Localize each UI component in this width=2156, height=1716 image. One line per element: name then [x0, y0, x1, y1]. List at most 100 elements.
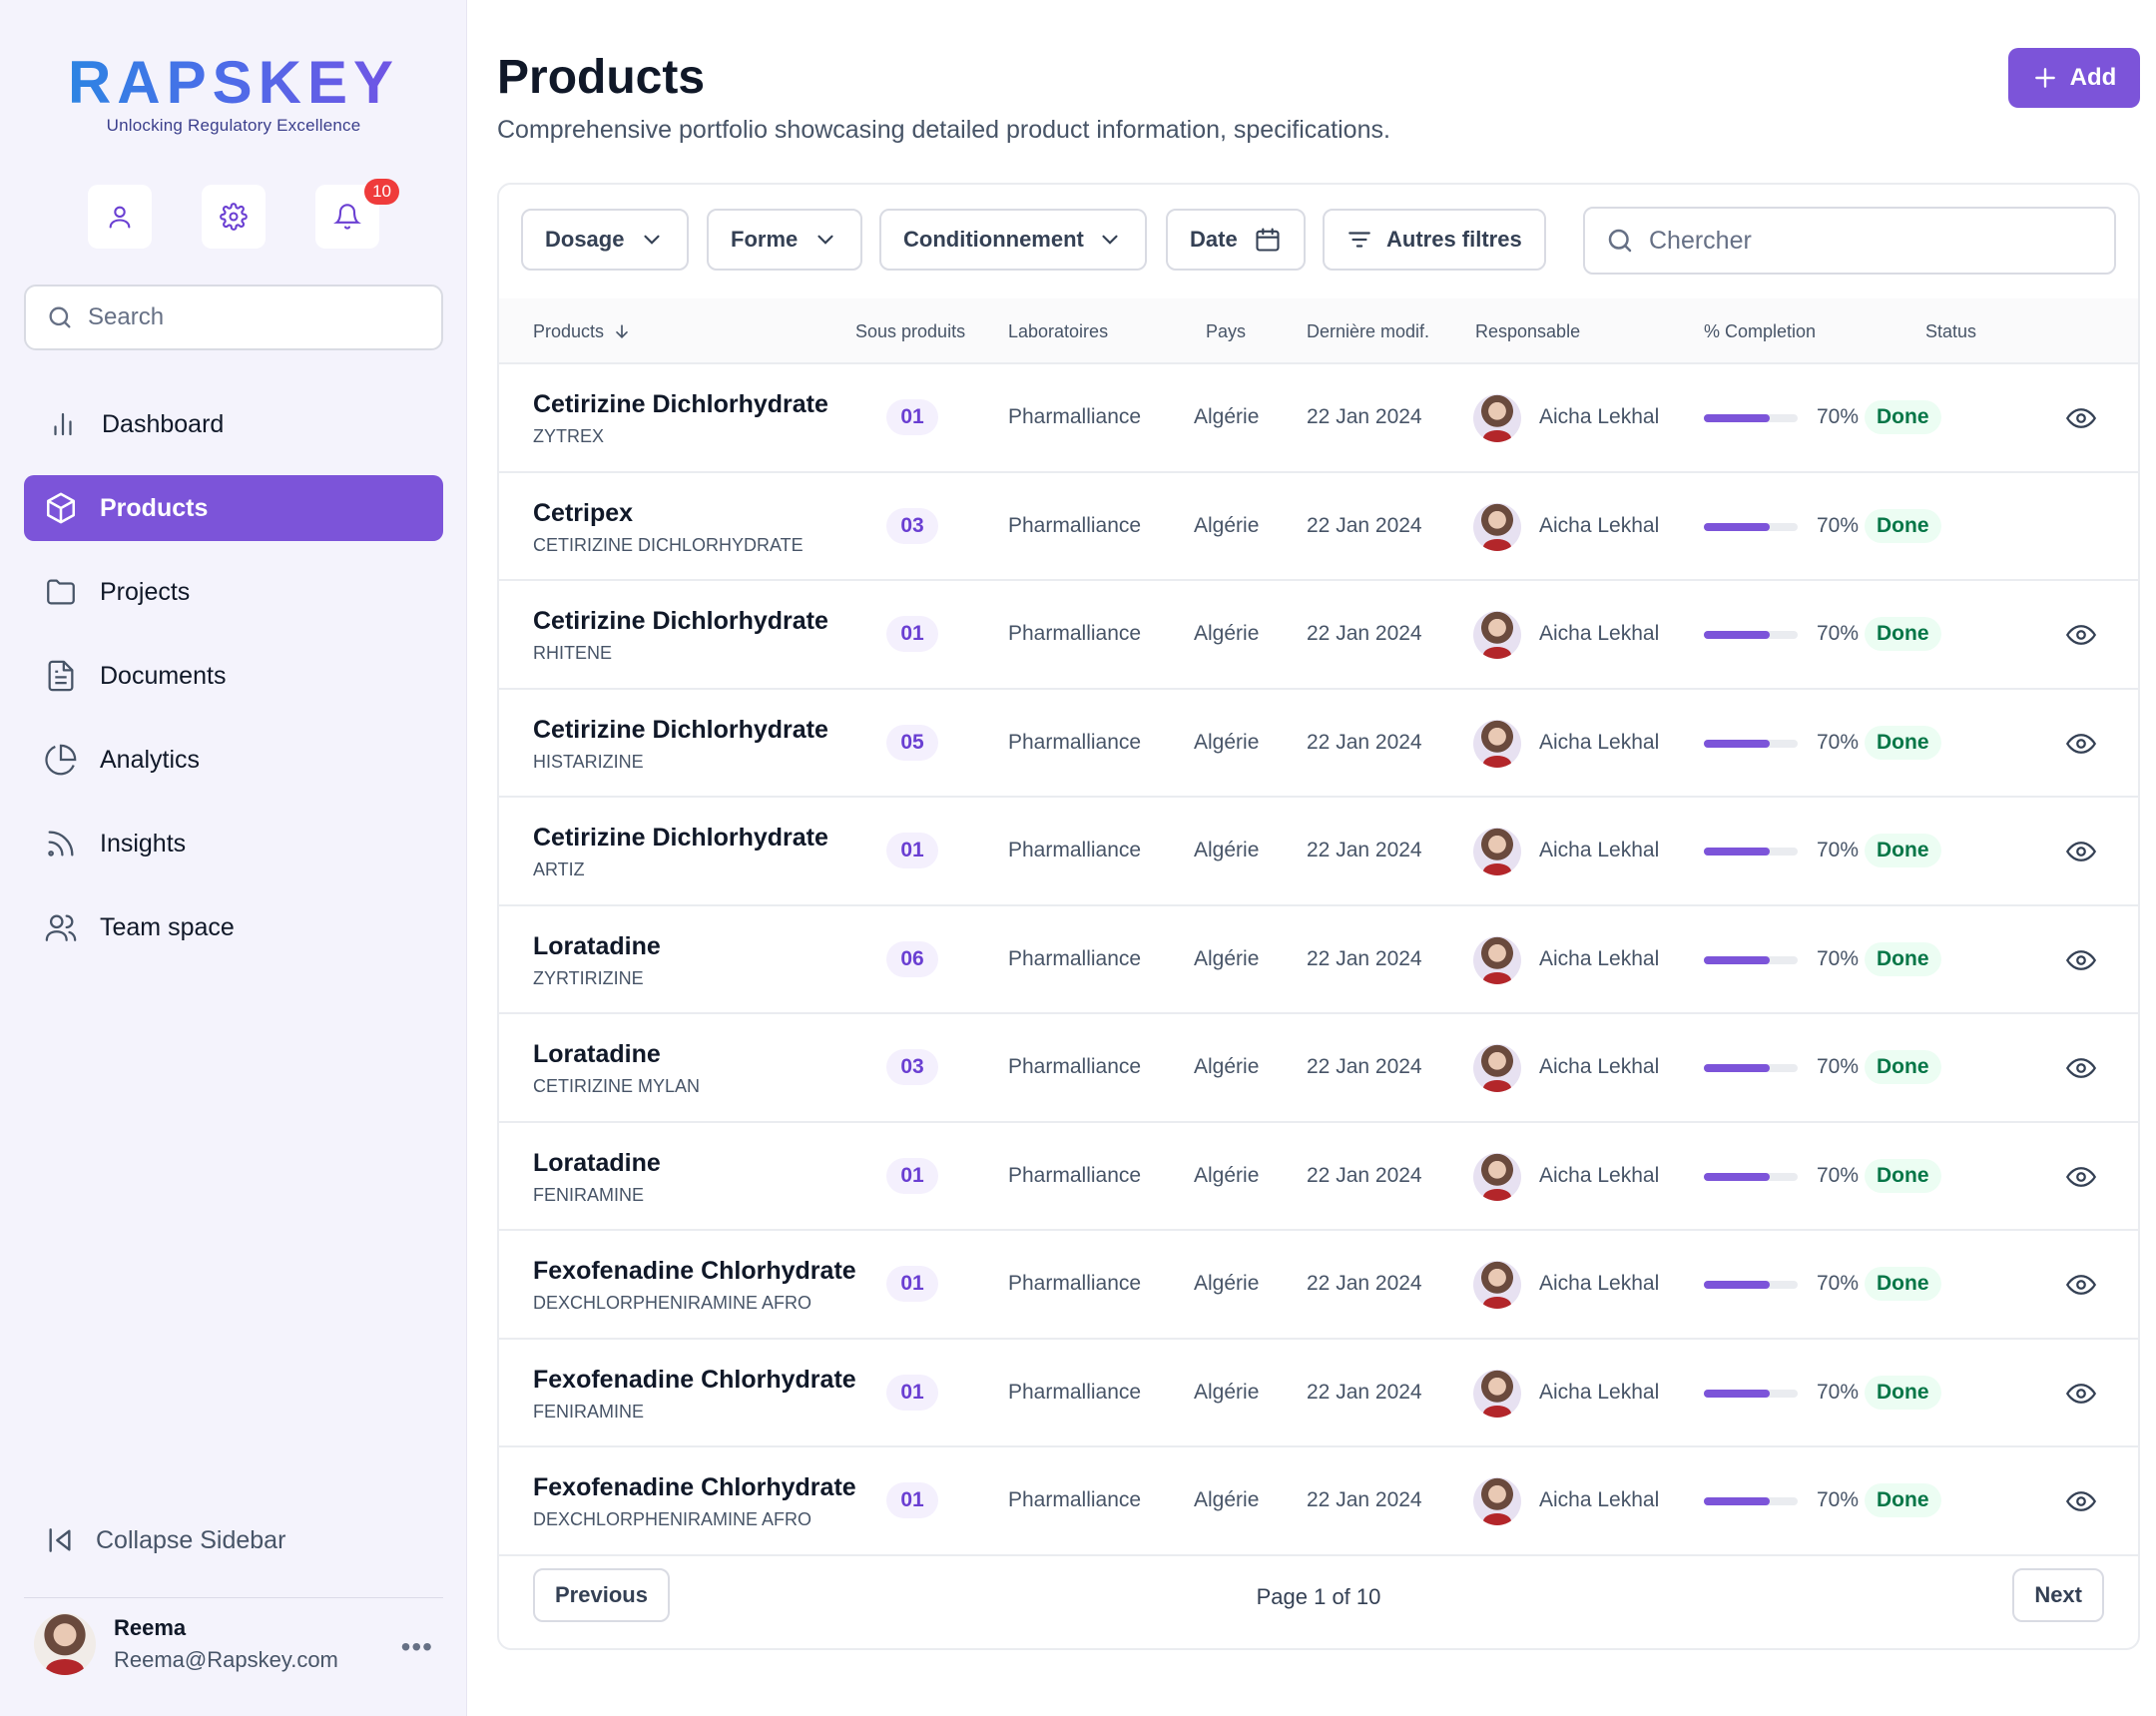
eye-icon[interactable]	[2065, 837, 2097, 866]
responsable-cell: Aicha Lekhal	[1539, 1055, 1660, 1078]
settings-button[interactable]	[202, 185, 266, 249]
sidebar-item-insights[interactable]: Insights	[24, 811, 443, 876]
logo[interactable]: RAPSKEY Unlocking Regulatory Excellence	[0, 50, 467, 136]
table-body: Cetirizine Dichlorhydrate ZYTREX 01 Pharmal…	[499, 364, 2138, 1556]
sidebar-item-label: Analytics	[100, 745, 201, 774]
eye-icon[interactable]	[2065, 620, 2097, 650]
table-row[interactable]: Loratadine CETIRIZINE MYLAN 03 Pharmallianc…	[499, 1014, 2138, 1123]
more-options-icon[interactable]: •••	[400, 1631, 433, 1662]
user-profile[interactable]: Reema Reema@Rapskey.com •••	[34, 1609, 433, 1679]
forme-filter[interactable]: Forme	[707, 209, 862, 271]
status-badge: Done	[1865, 1375, 1941, 1410]
table-row[interactable]: Cetirizine Dichlorhydrate HISTARIZINE 05 Ph…	[499, 690, 2138, 798]
sidebar-item-dashboard[interactable]: Dashboard	[24, 391, 443, 457]
profile-button[interactable]	[88, 185, 152, 249]
next-button[interactable]: Next	[2012, 1568, 2104, 1622]
table-row[interactable]: Fexofenadine Chlorhydrate DEXCHLORPHENIRA…	[499, 1447, 2138, 1556]
eye-icon[interactable]	[2065, 1053, 2097, 1083]
table-row[interactable]: Cetripex CETIRIZINE DICHLORHYDRATE 03 Pharm…	[499, 473, 2138, 581]
responsable-cell: Aicha Lekhal	[1539, 1163, 1660, 1187]
document-icon	[48, 660, 74, 692]
notifications-button[interactable]: 10	[315, 179, 399, 249]
add-button[interactable]: Add	[2008, 48, 2140, 108]
table-row[interactable]: Cetirizine Dichlorhydrate ARTIZ 01 Pharmall…	[499, 798, 2138, 906]
main-content: Products Comprehensive portfolio showcas…	[467, 0, 2156, 1716]
sidebar-item-analytics[interactable]: Analytics	[24, 727, 443, 793]
previous-button[interactable]: Previous	[533, 1568, 670, 1622]
responsable-cell: Aicha Lekhal	[1539, 513, 1660, 537]
filter-lines-icon	[1348, 232, 1370, 248]
table-row[interactable]: Fexofenadine Chlorhydrate FENIRAMINE 01 Pha…	[499, 1340, 2138, 1447]
chevron-down-icon	[644, 235, 660, 245]
avatar	[1473, 394, 1521, 442]
filter-bar: Dosage Forme Conditionnement Date Autres…	[521, 207, 2116, 275]
responsable-cell: Aicha Lekhal	[1539, 730, 1660, 754]
completion-progress-fill	[1704, 848, 1770, 856]
product-name: Fexofenadine Chlorhydrate	[533, 1365, 856, 1394]
eye-icon[interactable]	[2065, 1379, 2097, 1409]
column-header-sous-produits: Sous produits	[855, 320, 966, 341]
table-search-placeholder: Chercher	[1649, 226, 1752, 255]
product-name: Fexofenadine Chlorhydrate	[533, 1257, 856, 1285]
sidebar-item-label: Products	[100, 493, 209, 522]
completion-value: 70%	[1817, 839, 1860, 861]
derniere-modif-cell: 22 Jan 2024	[1307, 1272, 1422, 1295]
sidebar-nav: Dashboard Products Projects Documents An…	[24, 391, 443, 978]
chevron-down-icon	[1102, 235, 1118, 245]
sidebar-item-label: Projects	[100, 577, 191, 606]
laboratoire-cell: Pharmalliance	[1008, 1163, 1142, 1187]
conditionnement-filter[interactable]: Conditionnement	[879, 209, 1147, 271]
column-header-products[interactable]: Products	[533, 298, 632, 364]
completion-progress-bar	[1704, 1389, 1798, 1398]
quick-actions: 10	[0, 179, 467, 249]
rss-icon	[48, 831, 74, 857]
pays-cell: Algérie	[1194, 730, 1260, 754]
search-icon	[1608, 229, 1632, 253]
folder-icon	[47, 579, 75, 605]
sous-produits-count: 01	[886, 1374, 938, 1411]
avatar	[1473, 1152, 1521, 1201]
sidebar-item-projects[interactable]: Projects	[24, 559, 443, 625]
pays-cell: Algérie	[1194, 1272, 1260, 1295]
sous-produits-count: 05	[886, 724, 938, 761]
table-row[interactable]: Cetirizine Dichlorhydrate ZYTREX 01 Pharmal…	[499, 364, 2138, 473]
logo-tagline: Unlocking Regulatory Excellence	[106, 116, 361, 135]
completion-progress-bar	[1704, 848, 1798, 856]
sidebar-item-products[interactable]: Products	[24, 475, 443, 541]
status-badge: Done	[1865, 1050, 1941, 1084]
avatar	[1473, 502, 1521, 551]
eye-icon[interactable]	[2065, 1486, 2097, 1516]
collapse-sidebar-button[interactable]: Collapse Sidebar	[44, 1524, 285, 1556]
sidebar-divider	[24, 1597, 443, 1598]
completion-progress-fill	[1704, 1064, 1770, 1072]
eye-icon[interactable]	[2065, 403, 2097, 433]
user-name: Reema	[114, 1615, 187, 1640]
completion-progress-fill	[1704, 955, 1770, 964]
logo-wordmark: RAPSKEY	[0, 50, 467, 116]
date-filter[interactable]: Date	[1166, 209, 1306, 271]
dosage-filter[interactable]: Dosage	[521, 209, 689, 271]
derniere-modif-cell: 22 Jan 2024	[1307, 1488, 1422, 1511]
eye-icon[interactable]	[2065, 1162, 2097, 1192]
eye-icon[interactable]	[2065, 729, 2097, 759]
column-header-completion: % Completion	[1704, 320, 1817, 341]
sidebar-item-documents[interactable]: Documents	[24, 643, 443, 709]
autres-filtres-button[interactable]: Autres filtres	[1323, 209, 1546, 271]
page-title: Products	[497, 51, 706, 104]
forme-filter-label: Forme	[731, 227, 799, 252]
table-search-input[interactable]: Chercher	[1583, 207, 2116, 275]
sidebar-item-team-space[interactable]: Team space	[24, 894, 443, 960]
completion-progress-fill	[1704, 522, 1770, 531]
avatar	[34, 1613, 96, 1675]
table-row[interactable]: Fexofenadine Chlorhydrate DEXCHLORPHENIRA…	[499, 1231, 2138, 1340]
table-row[interactable]: Cetirizine Dichlorhydrate RHITENE 01 Pharma…	[499, 581, 2138, 690]
sidebar-search-input[interactable]: Search	[24, 285, 443, 350]
eye-icon[interactable]	[2065, 945, 2097, 975]
table-row[interactable]: Loratadine FENIRAMINE 01 Pharmalliance Algér…	[499, 1123, 2138, 1231]
product-subtitle: ZYTREX	[533, 426, 605, 446]
table-row[interactable]: Loratadine ZYRTIRIZINE 06 Pharmalliance Algé…	[499, 906, 2138, 1014]
column-header-responsable: Responsable	[1475, 320, 1581, 341]
product-name: Fexofenadine Chlorhydrate	[533, 1473, 856, 1501]
eye-icon[interactable]	[2065, 1270, 2097, 1300]
laboratoire-cell: Pharmalliance	[1008, 839, 1142, 861]
